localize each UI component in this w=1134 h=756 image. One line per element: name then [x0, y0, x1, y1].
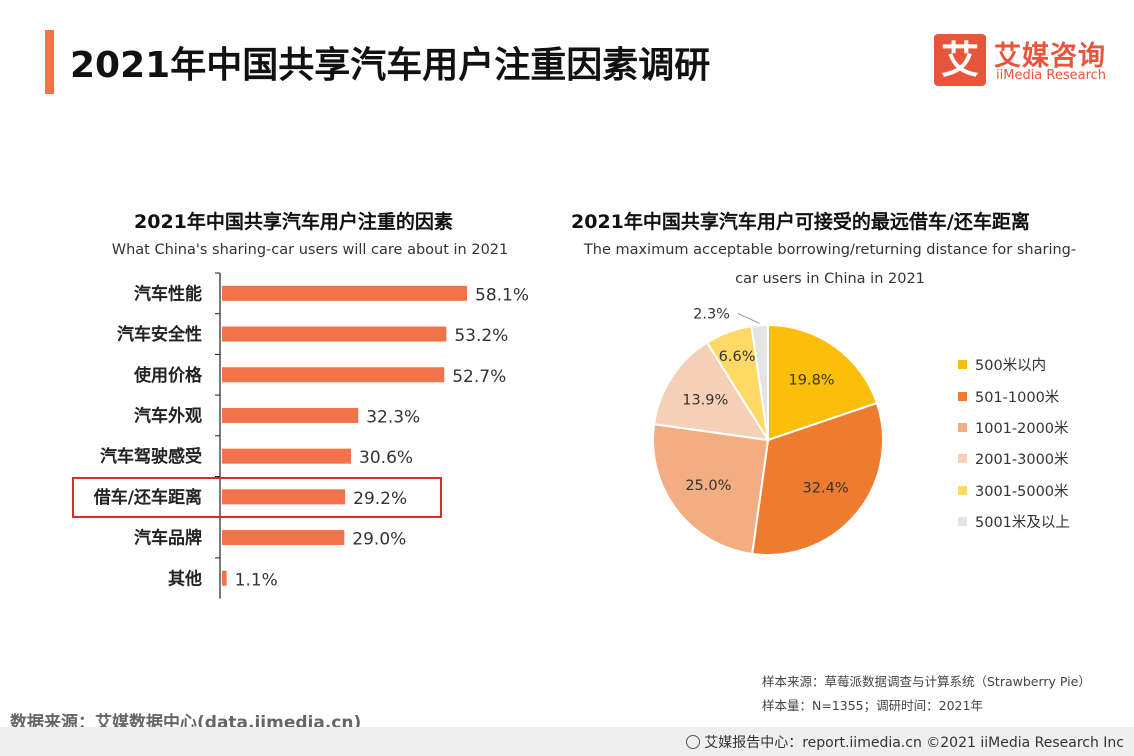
bar [222, 367, 445, 383]
pie-value-label: 19.8% [789, 372, 835, 388]
bar-category-label: 汽车驾驶感受 [100, 446, 202, 467]
sample-source-note: 样本来源：草莓派数据调查与计算系统（Strawberry Pie） [762, 674, 1091, 689]
pie-leader-line [737, 312, 760, 324]
pie-value-label: 2.3% [693, 306, 730, 322]
pie-chart-subtitle-line-2: car users in China in 2021 [735, 271, 925, 287]
legend-swatch [958, 422, 967, 432]
legend-label: 500米以内 [975, 358, 1047, 375]
iimedia-logo: 艾 艾媒咨询 iiMedia Research [934, 34, 1124, 88]
bar-chart-subtitle: What China's sharing-car users will care… [111, 242, 509, 258]
bar [222, 407, 359, 423]
bar-category-label: 汽车外观 [134, 405, 202, 426]
legend-swatch [958, 454, 967, 464]
bar-value-label: 32.3% [366, 407, 420, 427]
legend-swatch [958, 391, 967, 401]
pie-slice [767, 323, 879, 442]
footer-bar: 艾媒报告中心：report.iimedia.cn ©2021 iiMedia R… [0, 727, 1134, 756]
bar-category-label: 其他 [168, 568, 202, 589]
bar-value-label: 29.2% [353, 489, 407, 509]
bar-category-label: 汽车性能 [134, 283, 202, 304]
legend-swatch [958, 517, 967, 527]
footer-text-wrap: 艾媒报告中心：report.iimedia.cn ©2021 iiMedia R… [686, 732, 1124, 752]
pie-value-label: 25.0% [685, 478, 731, 494]
pie-value-label: 13.9% [682, 392, 728, 408]
title-accent-bar [45, 30, 54, 94]
pie-chart-subtitle-line-1: The maximum acceptable borrowing/returni… [583, 242, 1077, 258]
legend-swatch [958, 485, 967, 495]
bar-category-label: 使用价格 [133, 365, 203, 386]
pie-slice [751, 401, 884, 556]
pie-legend: 500米以内 501-1000米 1001-2000米 2001-3000米 3001-… [958, 349, 1070, 537]
bar-value-label: 58.1% [475, 285, 529, 305]
legend-item: 5001米及以上 [958, 506, 1070, 537]
legend-swatch [958, 360, 967, 370]
logo-english-name: iiMedia Research [996, 68, 1107, 83]
legend-label: 5001米及以上 [975, 515, 1070, 532]
logo-chinese-name: 艾媒咨询 [994, 41, 1106, 72]
legend-item: 3001-5000米 [958, 475, 1070, 506]
legend-label: 501-1000米 [975, 389, 1060, 406]
highlight-box [72, 477, 442, 518]
bar-value-label: 30.6% [359, 448, 413, 468]
bar-category-label: 汽车品牌 [134, 528, 202, 549]
legend-label: 3001-5000米 [975, 483, 1069, 500]
bar-value-label: 53.2% [454, 326, 508, 346]
bar [222, 530, 345, 546]
pie-value-label: 32.4% [803, 481, 849, 497]
bar-value-label: 1.1% [235, 570, 278, 590]
page-title: 2021年中国共享汽车用户注重因素调研 [70, 45, 711, 86]
globe-icon [686, 735, 701, 749]
logo-mark: 艾 [934, 34, 986, 86]
legend-label: 2001-3000米 [975, 452, 1069, 469]
bar [222, 448, 352, 464]
sample-size-note: 样本量：N=1355；调研时间：2021年 [762, 698, 983, 713]
bar [222, 326, 447, 342]
pie-slice [652, 341, 770, 442]
footer-text: 艾媒报告中心：report.iimedia.cn ©2021 iiMedia R… [704, 735, 1124, 751]
legend-item: 501-1000米 [958, 380, 1070, 411]
bar [222, 285, 467, 301]
legend-item: 2001-3000米 [958, 443, 1070, 474]
legend-item: 500米以内 [958, 349, 1070, 380]
legend-label: 1001-2000米 [975, 420, 1069, 437]
bar [222, 570, 227, 586]
pie-value-label: 6.6% [719, 349, 756, 365]
bar-category-label: 汽车安全性 [117, 324, 202, 345]
bar-category-label: 借车/还车距离 [93, 487, 202, 508]
pie-chart-title: 2021年中国共享汽车用户可接受的最远借车/还车距离 [571, 211, 1030, 233]
pie-slice [652, 423, 770, 556]
pie-slice [750, 323, 769, 441]
bar-chart-title: 2021年中国共享汽车用户注重的因素 [134, 211, 453, 233]
bar-value-label: 52.7% [452, 367, 506, 387]
legend-item: 1001-2000米 [958, 412, 1070, 443]
bar-value-label: 29.0% [352, 530, 406, 550]
bar [222, 489, 346, 505]
